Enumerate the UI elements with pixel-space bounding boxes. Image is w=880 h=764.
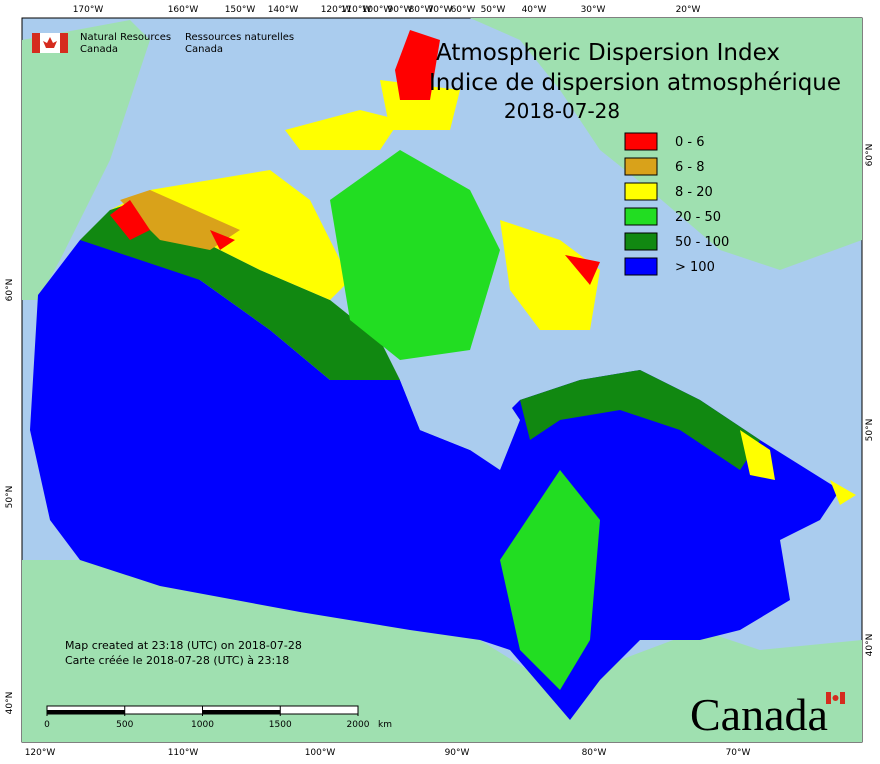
scale-label: 2000: [347, 720, 370, 730]
scale-segment: [47, 710, 125, 714]
scale-label: 500: [116, 720, 133, 730]
longitude-label: 20°W: [676, 5, 701, 15]
title-fr: Indice de dispersion atmosphérique: [429, 70, 841, 96]
legend-label: 6 - 8: [675, 160, 705, 175]
arctic-coast: [80, 200, 400, 380]
legend-label: 0 - 6: [675, 135, 705, 150]
legend-swatch: [624, 207, 658, 226]
canada-base: [30, 230, 840, 720]
baffin-yellow: [500, 220, 600, 330]
longitude-label: 120°W: [321, 5, 352, 15]
latitude-label: 50°N: [5, 486, 15, 509]
legend-swatch: [624, 232, 658, 251]
ontario-green: [500, 470, 600, 690]
longitude-label: 110°W: [168, 748, 199, 758]
legend-label: 50 - 100: [675, 235, 729, 250]
latitude-label: 40°N: [5, 692, 15, 715]
title: Atmospheric Dispersion Index: [436, 40, 780, 66]
scale-label: 0: [44, 720, 50, 730]
latitude-label: 50°N: [865, 419, 875, 442]
date: 2018-07-28: [504, 99, 620, 123]
longitude-label: 50°W: [481, 5, 506, 15]
longitude-label: 110°W: [341, 5, 372, 15]
longitude-label: 60°W: [451, 5, 476, 15]
longitude-label: 80°W: [409, 5, 434, 15]
legend-label: 8 - 20: [675, 185, 713, 200]
latitude-label: 40°N: [865, 634, 875, 657]
legend-label: 20 - 50: [675, 210, 721, 225]
legend-swatch: [624, 182, 658, 201]
longitude-label: 70°W: [726, 748, 751, 758]
scale-bar: 0 500 1000 1500 2000 km: [44, 705, 392, 730]
longitude-label: 120°W: [25, 748, 56, 758]
ellesmere-red: [395, 30, 440, 100]
quebec-north: [520, 370, 760, 470]
latitude-label: 60°N: [865, 144, 875, 167]
legend-label: > 100: [675, 260, 715, 275]
alaska: [22, 20, 150, 300]
longitude-label: 140°W: [268, 5, 299, 15]
legend-swatch: [624, 257, 658, 276]
note: Carte créée le 2018-07-28 (UTC) à 23:18: [65, 654, 289, 667]
longitude-label: 30°W: [581, 5, 606, 15]
longitude-label: 90°W: [388, 5, 413, 15]
latitude-label: 60°N: [5, 279, 15, 302]
scale-segment: [202, 710, 281, 714]
legend-swatch: [624, 157, 658, 176]
logo: [32, 33, 68, 53]
red-spots: [110, 200, 235, 250]
greenland: [470, 18, 862, 270]
usa: [22, 560, 862, 742]
labrador-yellow: [740, 430, 856, 505]
longitude-label: 160°W: [168, 5, 199, 15]
legend: 0 - 6 6 - 8 8 - 20 20 - 50 50 - 100 > 100: [624, 132, 729, 276]
longitude-label: 80°W: [582, 748, 607, 758]
baffin-red: [565, 255, 600, 285]
legend-swatch: [624, 132, 658, 151]
yukon-orange: [120, 190, 240, 250]
longitude-label: 170°W: [73, 5, 104, 15]
longitude-label: 150°W: [225, 5, 256, 15]
scale-unit: km: [378, 720, 392, 730]
wordmark-flag: [826, 692, 845, 704]
agency-fr: Canada: [185, 44, 223, 55]
nunavut-green: [330, 150, 500, 360]
scale-label: 1500: [269, 720, 292, 730]
longitude-label: 100°W: [305, 748, 336, 758]
note: Map created at 23:18 (UTC) on 2018-07-28: [65, 639, 302, 652]
agency-en: Natural Resources: [80, 32, 171, 43]
longitude-label: 90°W: [445, 748, 470, 758]
hudson-bay: [400, 370, 520, 470]
longitude-label: 40°W: [522, 5, 547, 15]
scale-label: 1000: [191, 720, 214, 730]
wordmark: Canada: [690, 689, 828, 740]
longitude-label: 100°W: [362, 5, 393, 15]
longitude-label: 70°W: [428, 5, 453, 15]
agency-fr: Ressources naturelles: [185, 32, 294, 43]
agency-en: Canada: [80, 44, 118, 55]
graticule-labels: 170°W 160°W 150°W 140°W 120°W110°W100°W90°W8…: [5, 5, 875, 758]
